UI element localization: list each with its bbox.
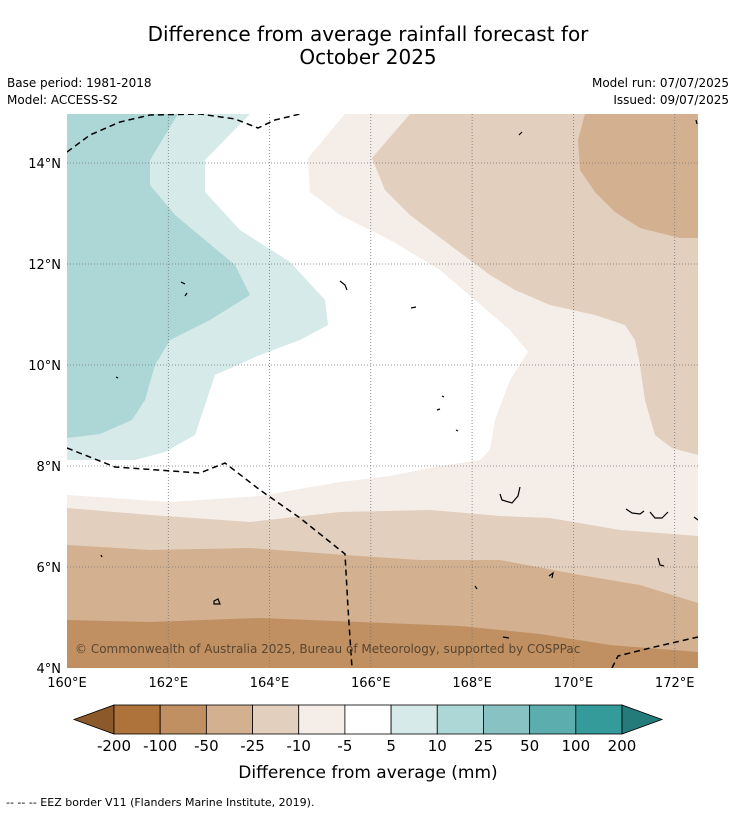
lon-tick-label: 170°E — [554, 676, 594, 691]
dry-zone-minus25-minus50-northeast — [578, 114, 698, 238]
colorbar-segment — [344, 704, 392, 735]
colorbar-tick-label: 5 — [386, 737, 396, 755]
lat-tick-label: 6°N — [37, 561, 62, 576]
lon-tick-label: 168°E — [452, 676, 492, 691]
colorbar-tick-label: -10 — [286, 737, 311, 755]
colorbar-segment — [529, 704, 577, 735]
colorbar-tick-label: 200 — [608, 737, 637, 755]
colorbar-tick-label: 10 — [428, 737, 447, 755]
colorbar-segment — [159, 704, 207, 735]
longitude-tick-labels: 160°E 162°E 164°E 166°E 168°E 170°E 172°… — [47, 676, 694, 691]
lat-tick-label: 14°N — [28, 157, 61, 172]
colorbar-segment — [252, 704, 300, 735]
colorbar-extend-low — [72, 704, 115, 735]
model-label: Model: ACCESS-S2 — [7, 93, 119, 107]
graticule — [67, 114, 698, 668]
colorbar-segment — [575, 704, 623, 735]
colorbar-tick-label: -25 — [240, 737, 265, 755]
rainfall-anomaly-map: © Commonwealth of Australia 2025, Bureau… — [67, 114, 698, 668]
wet-zone-10-25 — [67, 114, 250, 438]
dry-zone-minus10-minus25 — [67, 114, 698, 668]
dry-zone-minus50-minus100 — [67, 618, 698, 668]
colorbar-extend-high — [621, 704, 664, 735]
lon-tick-label: 172°E — [655, 676, 695, 691]
colorbar-segment — [390, 704, 438, 735]
colorbar-tick-label: -200 — [97, 737, 131, 755]
lat-tick-label: 4°N — [37, 662, 62, 677]
lat-tick-label: 8°N — [37, 460, 62, 475]
map-title-line2: October 2025 — [299, 45, 437, 69]
colorbar-tick-label: -5 — [337, 737, 352, 755]
copyright-notice: © Commonwealth of Australia 2025, Bureau… — [75, 642, 580, 656]
eez-border-legend: -- -- -- EEZ border V11 (Flanders Marine… — [6, 796, 315, 809]
lon-tick-label: 160°E — [47, 676, 87, 691]
lon-tick-label: 164°E — [250, 676, 290, 691]
lon-tick-label: 162°E — [149, 676, 189, 691]
map-title-line1: Difference from average rainfall forecas… — [147, 22, 589, 46]
lon-tick-label: 166°E — [351, 676, 391, 691]
colorbar-tick-label: -100 — [143, 737, 177, 755]
colorbar-tick-label: 100 — [561, 737, 590, 755]
colorbar-tick-label: 50 — [520, 737, 539, 755]
colorbar-segment — [483, 704, 531, 735]
model-run-label: Model run: 07/07/2025 — [591, 76, 729, 90]
colorbar-segment — [436, 704, 484, 735]
latitude-tick-labels: 14°N 12°N 10°N 8°N 6°N 4°N — [28, 157, 61, 677]
lat-tick-label: 10°N — [28, 359, 61, 374]
island-outlines — [100, 119, 698, 639]
colorbar-title: Difference from average (mm) — [238, 763, 497, 783]
colorbar-tick-label: -50 — [194, 737, 219, 755]
colorbar-tick-label: 25 — [474, 737, 493, 755]
issued-label: Issued: 09/07/2025 — [613, 93, 729, 107]
colorbar-segment — [205, 704, 253, 735]
lat-tick-label: 12°N — [28, 258, 61, 273]
colorbar-segment — [113, 704, 161, 735]
base-period-label: Base period: 1981-2018 — [7, 76, 152, 90]
colorbar-segment — [298, 704, 346, 735]
eez-border-lines — [67, 114, 698, 668]
colorbar: -200 -100 -50 -25 -10 -5 5 10 25 50 100 200 — [72, 704, 664, 755]
